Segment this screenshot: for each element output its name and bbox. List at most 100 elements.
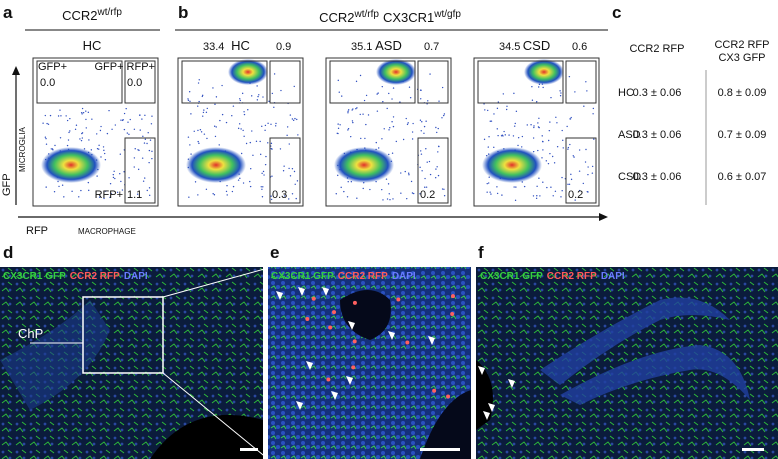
event-dot [263,174,265,176]
event-dot [424,186,426,188]
gate-value: 35.1 [351,41,372,53]
event-dot [240,152,243,155]
event-dot [514,199,517,202]
event-dot [267,122,269,125]
stain: DAPI [392,271,416,282]
event-dot [566,125,568,128]
event-dot [144,177,146,179]
event-dot [567,148,569,150]
event-dot [215,126,217,128]
event-dot [484,109,486,111]
event-dot [536,195,538,197]
event-dot [214,103,216,106]
event-dot [225,121,228,124]
event-dot [425,120,427,122]
event-dot [260,153,262,156]
event-dot [567,183,569,186]
event-dot [561,129,563,132]
scale-bar [742,448,764,451]
event-dot [247,109,249,111]
event-dot [587,173,589,176]
column-header: CCR2 RFP [714,39,769,51]
cell: 0.8 ± 0.09 [718,87,767,99]
event-dot [420,130,422,132]
x-axis-label: RFP [26,225,48,237]
gate [417,60,449,104]
event-dot [388,92,390,95]
gate-value: 0.9 [276,41,291,53]
event-dot [537,149,539,152]
gate [36,60,123,104]
ventricle [150,414,263,459]
event-dot [71,190,73,193]
event-dot [121,119,124,122]
event-dot [128,177,130,179]
event-dot [103,152,106,155]
event-dot [291,193,294,195]
event-dot [283,195,286,197]
event-dot [104,159,107,161]
event-dot [203,109,205,111]
event-dot [75,124,78,126]
rfp-cell [432,388,437,393]
cell: 0.3 ± 0.06 [633,87,682,99]
event-dot [336,132,338,135]
cell: 0.3 ± 0.06 [633,171,682,183]
gate [329,60,416,104]
event-dot [381,188,383,191]
event-dot [297,134,299,136]
event-dot [378,147,380,149]
gate-value: 0.6 [572,41,587,53]
event-dot [148,187,151,189]
event-dot [151,150,153,153]
stain: CCR2 RFP [547,271,597,282]
event-dot [197,140,199,143]
arrowhead [388,331,395,340]
event-dot [347,110,349,113]
gate-value: 0.7 [424,41,439,53]
event-dot [291,118,294,120]
event-dot [261,172,263,175]
event-dot [391,98,393,100]
event-dot [194,181,197,183]
event-dot [96,175,98,177]
event-dot [206,137,208,140]
event-dot [392,116,395,118]
event-dot [584,161,587,163]
event-dot [487,146,489,148]
rfp-cell [328,325,333,330]
event-dot [486,182,488,185]
event-dot [293,85,295,88]
event-dot [133,157,136,159]
cell: 0.3 ± 0.06 [633,129,682,141]
event-dot [65,115,67,117]
event-dot [541,157,543,159]
event-dot [560,92,562,94]
event-dot [134,148,136,150]
event-dot [489,191,491,193]
event-dot [419,89,422,91]
event-dot [538,117,540,120]
event-dot [554,190,557,192]
event-dot [496,186,498,188]
event-dot [536,101,538,103]
event-dot [218,144,220,146]
event-dot [400,192,402,194]
event-dot [343,190,345,193]
scale-bar [420,448,460,451]
event-dot [265,155,267,158]
genotype-name: CCR2 [62,8,97,23]
event-dot [574,91,576,93]
event-dot [434,177,437,179]
event-dot [119,153,122,155]
event-dot [538,86,540,88]
event-dot [151,157,153,160]
event-dot [421,121,423,123]
panel-letter: d [3,243,13,262]
event-dot [408,86,411,88]
event-dot [591,172,594,174]
event-dot [189,144,191,146]
event-dot [386,107,388,110]
rfp-cell [450,311,455,316]
event-dot [551,155,554,158]
